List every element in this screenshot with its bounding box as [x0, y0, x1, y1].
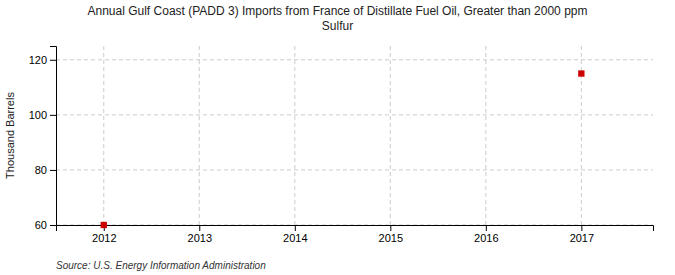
- x-axis-line: [57, 226, 654, 232]
- x-tick-mark: [390, 225, 391, 231]
- x-tick: 2013: [188, 225, 212, 244]
- grid-line-y: [56, 59, 653, 60]
- y-tick-label: 120: [29, 54, 47, 66]
- title: Annual Gulf Coast (PADD 3) Imports from …: [88, 4, 588, 33]
- x-tick-label: 2015: [379, 232, 403, 244]
- grid-line-y: [56, 114, 653, 115]
- y-axis: 60 80 100 120: [29, 47, 57, 232]
- chart: Annual Gulf Coast (PADD 3) Imports from …: [0, 0, 675, 275]
- y-tick-label: 60: [35, 219, 47, 231]
- x-tick-label: 2016: [474, 232, 498, 244]
- y-tick-mark: [50, 225, 56, 226]
- x-tick: 2014: [283, 225, 307, 244]
- y-tick-mark: [50, 115, 56, 116]
- y-axis-label: Thousand Barrels: [4, 92, 16, 179]
- point: [101, 222, 107, 228]
- grid-line-x: [390, 46, 391, 225]
- x-tick-mark: [581, 225, 582, 231]
- x-tick: 2016: [474, 225, 498, 244]
- point: [578, 70, 584, 76]
- y-tick-label: 100: [29, 109, 47, 121]
- x-tick-mark: [295, 225, 296, 231]
- title-line: Sulfur: [322, 19, 353, 33]
- y-tick: 120: [29, 54, 56, 66]
- grid-line-x: [485, 46, 486, 225]
- x-tick-mark: [199, 225, 200, 231]
- y-tick-mark: [50, 170, 56, 171]
- source: Source: U.S. Energy Information Administ…: [56, 260, 266, 271]
- x-tick-label: 2017: [570, 232, 594, 244]
- x-tick-mark: [486, 225, 487, 231]
- x-tick-label: 2012: [92, 232, 116, 244]
- y-tick-label: 80: [35, 164, 47, 176]
- y-tick: 80: [35, 164, 56, 176]
- points: [101, 70, 585, 228]
- grid: [56, 46, 653, 225]
- y-tick-mark: [50, 60, 56, 61]
- x-axis: 2012 2013 2014 2015 2016 2017: [57, 225, 654, 244]
- y-tick: 60: [35, 219, 56, 231]
- y-axis-line: [50, 47, 57, 226]
- grid-line-x: [199, 46, 200, 225]
- grid-line-y: [56, 169, 653, 170]
- plot: 2012 2013 2014 2015 2016 2017 60 80 100 120: [29, 46, 654, 244]
- x-tick-label: 2013: [188, 232, 212, 244]
- y-tick: 100: [29, 109, 56, 121]
- x-tick: 2015: [379, 225, 403, 244]
- grid-line-x: [103, 46, 104, 225]
- x-tick-label: 2014: [283, 232, 307, 244]
- x-tick: 2017: [570, 225, 594, 244]
- title-line: Annual Gulf Coast (PADD 3) Imports from …: [88, 4, 588, 18]
- grid-line-x: [294, 46, 295, 225]
